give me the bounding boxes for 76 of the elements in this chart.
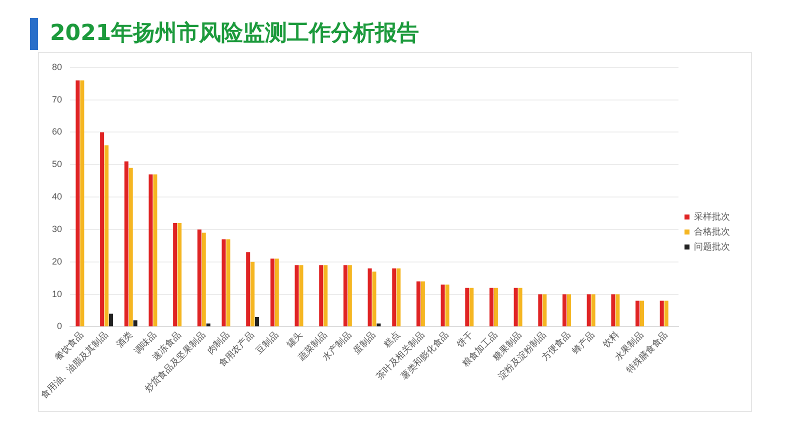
bar: [640, 300, 644, 326]
bar: [104, 145, 109, 326]
bar: [538, 294, 542, 326]
bar: [566, 294, 571, 326]
x-tick-label: 蜂产品: [570, 330, 596, 356]
bar: [445, 284, 450, 326]
bar: [226, 239, 230, 326]
bar: [153, 174, 158, 326]
bar: [222, 239, 226, 326]
x-tick-label: 糕点: [382, 330, 402, 350]
y-tick-label: 60: [52, 126, 62, 137]
bar: [372, 272, 376, 326]
bar: [396, 268, 401, 326]
bar: [108, 314, 113, 326]
bar: [465, 288, 470, 326]
bar: [128, 168, 133, 326]
bar: [542, 294, 547, 326]
bar: [470, 288, 474, 326]
y-tick-label: 80: [52, 62, 62, 72]
y-tick-label: 0: [56, 321, 62, 332]
bar: [660, 300, 664, 326]
bar: [178, 222, 182, 326]
legend-label: 合格批次: [694, 226, 730, 236]
bar: [246, 252, 250, 326]
bar: [100, 132, 104, 326]
bar: [636, 300, 640, 326]
x-tick-label: 蛋制品: [351, 330, 378, 356]
bar: [124, 161, 128, 326]
bar: [270, 258, 274, 326]
bar: [518, 288, 522, 326]
bar: [591, 294, 596, 326]
bar: [319, 265, 324, 326]
y-tick-label: 50: [52, 159, 62, 170]
bar: [197, 229, 202, 326]
x-tick-label: 饮料: [600, 330, 621, 350]
y-tick-label: 30: [52, 224, 62, 234]
bar: [343, 265, 348, 326]
bar: [586, 294, 591, 326]
bar: [148, 174, 153, 326]
x-tick-label: 豆制品: [254, 330, 280, 356]
legend-label: 问题批次: [694, 241, 730, 252]
bar: [562, 294, 567, 326]
bar: [440, 284, 445, 326]
bar: [324, 265, 328, 326]
y-tick-label: 40: [52, 192, 62, 202]
bar: [80, 80, 84, 326]
bar: [206, 323, 210, 326]
bar: [494, 288, 498, 326]
bar: [664, 300, 668, 326]
bar: [202, 232, 206, 326]
bar: [489, 288, 494, 326]
bar: [255, 317, 260, 326]
bar: [392, 268, 396, 326]
bar: [274, 258, 279, 326]
bar: [133, 320, 138, 326]
x-tick-label: 罐头: [284, 330, 304, 350]
x-tick-label: 饼干: [454, 330, 475, 350]
bar: [173, 222, 178, 326]
bar: [348, 265, 352, 326]
y-tick-label: 10: [52, 288, 62, 299]
bar: [299, 265, 304, 326]
x-tick-label: 酒类: [114, 330, 134, 350]
y-tick-label: 20: [52, 256, 62, 266]
legend-label: 采样批次: [694, 211, 730, 222]
bar: [514, 288, 518, 326]
bar: [616, 294, 620, 326]
bar: [294, 265, 299, 326]
bar: [611, 294, 616, 326]
bar: [250, 262, 255, 326]
y-tick-label: 70: [52, 94, 62, 104]
chart-title: 2021年扬州市风险监测工作分析报告: [50, 20, 420, 48]
bar: [76, 80, 80, 326]
bar: [416, 281, 420, 326]
bar: [420, 281, 425, 326]
bar: [368, 268, 372, 326]
bar: [376, 323, 381, 326]
